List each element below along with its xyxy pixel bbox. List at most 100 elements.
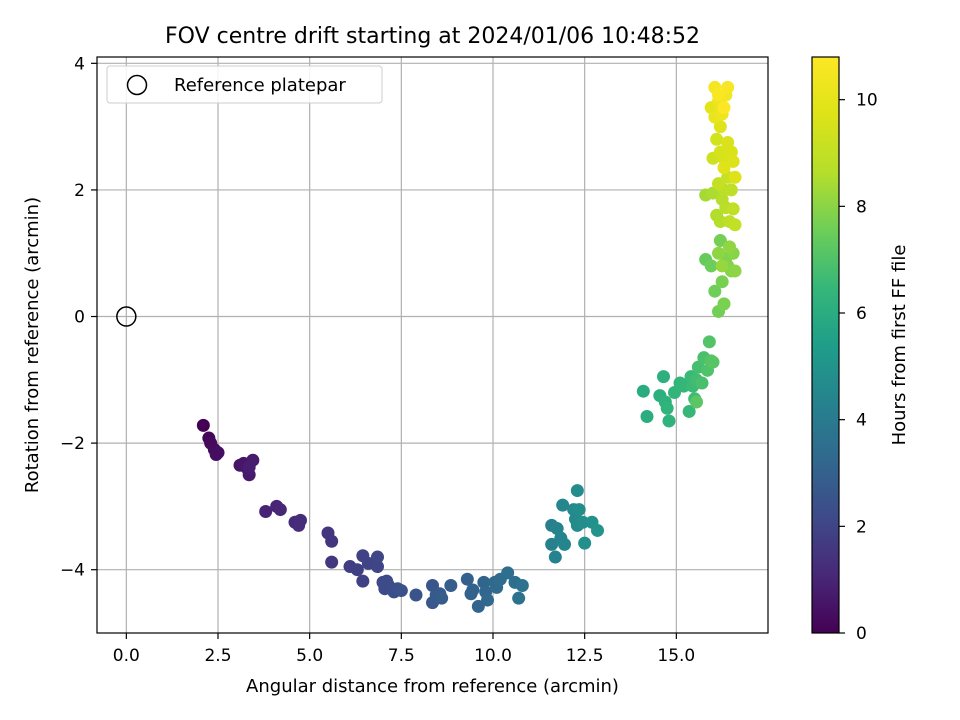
data-point — [356, 574, 370, 588]
data-point — [576, 515, 590, 529]
legend-entry-reference: Reference platepar — [174, 75, 346, 96]
data-point — [695, 376, 709, 390]
data-point — [713, 215, 727, 229]
data-point — [728, 264, 742, 278]
data-point — [710, 132, 724, 146]
data-point — [325, 555, 339, 569]
y-tick-label: 2 — [74, 181, 85, 201]
data-point — [668, 385, 681, 399]
y-axis-ticks: −4 −2 0 2 4 — [60, 54, 97, 581]
legend-box — [106, 65, 383, 104]
y-tick-label: 4 — [74, 54, 85, 74]
data-point — [704, 259, 718, 273]
plot-area-frame — [96, 56, 769, 634]
data-point — [591, 523, 604, 537]
data-point — [728, 170, 742, 184]
x-tick-label: 12.5 — [566, 646, 604, 666]
data-point — [512, 591, 526, 605]
data-point — [545, 537, 559, 551]
data-point — [501, 566, 515, 580]
data-point — [682, 404, 696, 418]
data-point — [712, 177, 725, 191]
colorbar-tick-label: 8 — [856, 197, 867, 217]
data-point — [726, 202, 740, 216]
colorbar-tick-label: 2 — [856, 517, 867, 537]
data-point — [723, 240, 736, 254]
x-tick-label: 5.0 — [296, 646, 323, 666]
data-point — [471, 599, 485, 613]
data-point — [677, 379, 691, 393]
data-point — [640, 410, 654, 424]
legend-marker-reference — [126, 74, 148, 96]
data-point — [712, 246, 725, 260]
x-tick-label: 15.0 — [657, 646, 695, 666]
data-point — [371, 560, 384, 574]
data-point — [435, 591, 449, 605]
data-point — [660, 401, 674, 415]
data-point — [578, 536, 592, 550]
data-point — [211, 446, 225, 460]
data-point — [259, 504, 273, 518]
x-tick-label: 0.0 — [113, 646, 140, 666]
data-point — [572, 503, 586, 517]
data-point — [702, 335, 716, 349]
data-point — [715, 259, 729, 273]
data-point — [717, 297, 731, 311]
x-axis-ticks: 0.0 2.5 5.0 7.5 10.0 12.5 15.0 — [113, 633, 695, 666]
colorbar-tick-label: 10 — [856, 91, 878, 111]
data-point — [548, 550, 562, 564]
data-point — [570, 484, 584, 498]
data-point — [706, 186, 720, 200]
data-point — [558, 537, 571, 551]
legend: Reference platepar — [106, 65, 383, 104]
data-point — [728, 218, 742, 232]
colorbar-ticks: 0 2 4 6 8 10 — [839, 91, 878, 644]
data-point — [466, 583, 480, 597]
data-point — [708, 284, 722, 298]
data-point — [726, 154, 740, 168]
data-point — [242, 460, 256, 474]
data-point — [273, 503, 287, 517]
colorbar-tick-label: 0 — [856, 624, 867, 644]
data-point — [662, 414, 676, 428]
data-point — [350, 563, 364, 577]
data-point — [657, 370, 670, 384]
data-point — [706, 355, 720, 369]
y-tick-label: −4 — [60, 561, 85, 581]
data-point — [444, 579, 458, 593]
x-axis-label: Angular distance from reference (arcmin) — [246, 676, 619, 697]
colorbar-gradient — [811, 56, 840, 634]
x-tick-label: 2.5 — [204, 646, 231, 666]
colorbar-tick-label: 4 — [856, 411, 867, 431]
data-point — [713, 120, 727, 134]
data-point — [724, 183, 738, 197]
data-point — [717, 161, 731, 175]
data-point — [460, 572, 474, 586]
data-point — [713, 234, 727, 248]
data-point — [717, 101, 731, 115]
data-point — [515, 579, 529, 593]
data-point — [481, 593, 494, 607]
grid-lines — [97, 57, 768, 633]
y-tick-label: 0 — [74, 308, 85, 328]
data-point — [371, 550, 384, 564]
data-point — [715, 275, 729, 289]
data-point — [409, 588, 423, 602]
y-axis-label: Rotation from reference (arcmin) — [22, 197, 43, 493]
y-tick-label: −2 — [60, 434, 85, 454]
x-tick-label: 10.0 — [474, 646, 512, 666]
data-point — [690, 395, 703, 409]
data-point — [294, 513, 307, 527]
data-point — [196, 418, 210, 432]
x-tick-label: 7.5 — [388, 646, 415, 666]
colorbar-tick-label: 6 — [856, 304, 867, 324]
scatter-points — [116, 80, 742, 613]
data-point — [712, 88, 725, 102]
data-point — [721, 80, 735, 94]
colorbar: 0 2 4 6 8 10 Hours from first FF file — [811, 56, 910, 644]
reference-platepar-marker — [116, 306, 137, 327]
data-point — [556, 498, 570, 512]
data-point — [325, 534, 339, 548]
chart-title: FOV centre drift starting at 2024/01/06 … — [165, 24, 700, 49]
